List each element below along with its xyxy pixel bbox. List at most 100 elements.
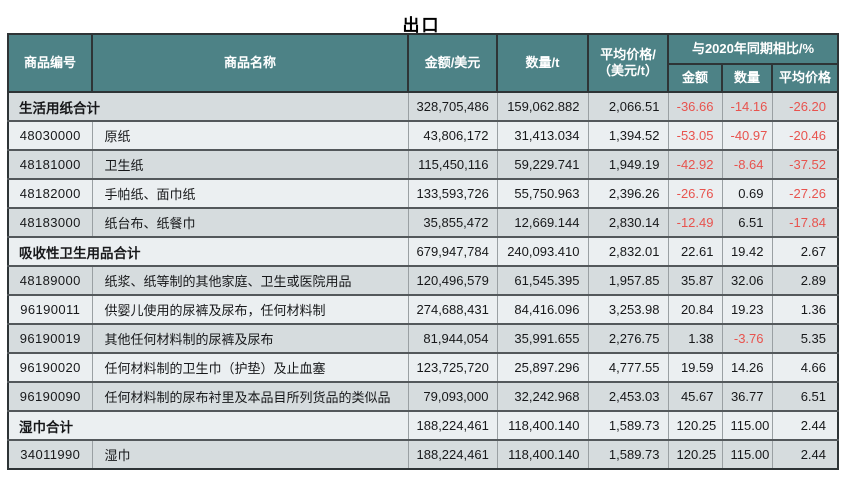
yoy-avg-price-cell: 2.44 bbox=[771, 439, 839, 469]
yoy-avg-price-cell: 2.67 bbox=[771, 236, 839, 266]
yoy-avg-price-cell: -17.84 bbox=[771, 207, 839, 237]
col-header-product-name: 商品名称 bbox=[91, 33, 409, 93]
product-code-cell: 96190019 bbox=[7, 323, 92, 353]
col-header-yoy-quantity: 数量 bbox=[721, 63, 773, 93]
yoy-amount-cell: -53.05 bbox=[667, 120, 722, 150]
yoy-quantity-cell: -8.64 bbox=[721, 149, 772, 179]
amount-cell: 188,224,461 bbox=[407, 410, 497, 440]
quantity-cell: 35,991.655 bbox=[496, 323, 588, 353]
product-name-cell: 纸台布、纸餐巾 bbox=[91, 207, 408, 237]
yoy-amount-cell: -42.92 bbox=[667, 149, 722, 179]
yoy-amount-cell: 120.25 bbox=[667, 410, 722, 440]
col-header-yoy-group: 与2020年同期相比/% bbox=[666, 33, 840, 65]
table-row: 48030000 原纸 43,806,172 31,413.034 1,394.52 -5… bbox=[7, 120, 839, 150]
section-row: 湿巾合计 188,224,461 118,400.140 1,589.73 120.25… bbox=[7, 410, 839, 440]
avg-price-cell: 2,276.75 bbox=[587, 323, 668, 353]
amount-cell: 123,725,720 bbox=[407, 352, 497, 382]
quantity-cell: 25,897.296 bbox=[496, 352, 588, 382]
quantity-cell: 84,416.096 bbox=[496, 294, 588, 324]
amount-cell: 35,855,472 bbox=[407, 207, 497, 237]
quantity-cell: 118,400.140 bbox=[496, 410, 588, 440]
amount-cell: 328,705,486 bbox=[407, 91, 497, 121]
yoy-amount-cell: 22.61 bbox=[667, 236, 722, 266]
avg-price-cell: 1,589.73 bbox=[587, 410, 668, 440]
yoy-avg-price-cell: 2.89 bbox=[771, 265, 839, 295]
quantity-cell: 240,093.410 bbox=[496, 236, 588, 266]
quantity-cell: 118,400.140 bbox=[496, 439, 588, 469]
yoy-amount-cell: 35.87 bbox=[667, 265, 722, 295]
yoy-amount-cell: -26.76 bbox=[667, 178, 722, 208]
table-header: 商品编号 商品名称 金额/美元 数量/t 平均价格/ （美元/t） 与2020年… bbox=[7, 33, 840, 93]
col-header-quantity-t: 数量/t bbox=[496, 33, 589, 93]
yoy-avg-price-cell: 4.66 bbox=[771, 352, 839, 382]
product-code-cell: 34011990 bbox=[7, 439, 92, 469]
quantity-cell: 55,750.963 bbox=[496, 178, 588, 208]
yoy-quantity-cell: 6.51 bbox=[721, 207, 772, 237]
avg-price-cell: 1,589.73 bbox=[587, 439, 668, 469]
col-header-yoy-avg-price: 平均价格 bbox=[770, 63, 840, 93]
product-name-cell: 任何材料制的卫生巾（护垫）及止血塞 bbox=[91, 352, 408, 382]
amount-cell: 81,944,054 bbox=[407, 323, 497, 353]
yoy-amount-cell: -36.66 bbox=[667, 91, 722, 121]
section-row: 生活用纸合计 328,705,486 159,062.882 2,066.51 -36.… bbox=[7, 91, 839, 121]
yoy-avg-price-cell: -37.52 bbox=[771, 149, 839, 179]
product-name-cell: 原纸 bbox=[91, 120, 408, 150]
avg-price-cell: 2,066.51 bbox=[587, 91, 668, 121]
product-code-cell: 96190090 bbox=[7, 381, 92, 411]
product-code-cell: 48181000 bbox=[7, 149, 92, 179]
avg-price-cell: 2,396.26 bbox=[587, 178, 668, 208]
quantity-cell: 12,669.144 bbox=[496, 207, 588, 237]
yoy-quantity-cell: -40.97 bbox=[721, 120, 772, 150]
product-name-cell: 其他任何材料制的尿裤及尿布 bbox=[91, 323, 408, 353]
amount-cell: 274,688,431 bbox=[407, 294, 497, 324]
yoy-amount-cell: 1.38 bbox=[667, 323, 722, 353]
avg-price-cell: 2,830.14 bbox=[587, 207, 668, 237]
quantity-cell: 159,062.882 bbox=[496, 91, 588, 121]
yoy-quantity-cell: 0.69 bbox=[721, 178, 772, 208]
product-code-cell: 96190020 bbox=[7, 352, 92, 382]
avg-price-cell: 1,949.19 bbox=[587, 149, 668, 179]
yoy-amount-cell: 19.59 bbox=[667, 352, 722, 382]
section-label: 生活用纸合计 bbox=[7, 91, 408, 121]
yoy-avg-price-cell: 1.36 bbox=[771, 294, 839, 324]
col-header-product-code: 商品编号 bbox=[7, 33, 93, 93]
avg-price-cell: 2,453.03 bbox=[587, 381, 668, 411]
table-row: 96190020 任何材料制的卫生巾（护垫）及止血塞 123,725,720 25,8… bbox=[7, 352, 839, 382]
avg-price-cell: 4,777.55 bbox=[587, 352, 668, 382]
avg-price-cell: 1,957.85 bbox=[587, 265, 668, 295]
product-code-cell: 96190011 bbox=[7, 294, 92, 324]
yoy-amount-cell: 20.84 bbox=[667, 294, 722, 324]
quantity-cell: 32,242.968 bbox=[496, 381, 588, 411]
yoy-quantity-cell: -3.76 bbox=[721, 323, 772, 353]
yoy-quantity-cell: 36.77 bbox=[721, 381, 772, 411]
table-row: 96190090 任何材料制的尿布衬里及本品目所列货品的类似品 79,093,000… bbox=[7, 381, 839, 411]
yoy-amount-cell: 45.67 bbox=[667, 381, 722, 411]
yoy-quantity-cell: 19.42 bbox=[721, 236, 772, 266]
quantity-cell: 61,545.395 bbox=[496, 265, 588, 295]
yoy-quantity-cell: 115.00 bbox=[721, 410, 772, 440]
quantity-cell: 31,413.034 bbox=[496, 120, 588, 150]
table-row: 96190011 供婴儿使用的尿裤及尿布，任何材料制 274,688,431 84,4… bbox=[7, 294, 839, 324]
table-row: 48189000 纸浆、纸等制的其他家庭、卫生或医院用品 120,496,579 61… bbox=[7, 265, 839, 295]
amount-cell: 43,806,172 bbox=[407, 120, 497, 150]
table-row: 48181000 卫生纸 115,450,116 59,229.741 1,949.19… bbox=[7, 149, 839, 179]
product-name-cell: 卫生纸 bbox=[91, 149, 408, 179]
product-name-cell: 任何材料制的尿布衬里及本品目所列货品的类似品 bbox=[91, 381, 408, 411]
yoy-quantity-cell: 115.00 bbox=[721, 439, 772, 469]
yoy-avg-price-cell: 5.35 bbox=[771, 323, 839, 353]
yoy-amount-cell: 120.25 bbox=[667, 439, 722, 469]
col-header-yoy-amount: 金额 bbox=[667, 63, 723, 93]
yoy-quantity-cell: 19.23 bbox=[721, 294, 772, 324]
amount-cell: 188,224,461 bbox=[407, 439, 497, 469]
table-row: 48183000 纸台布、纸餐巾 35,855,472 12,669.144 2,830… bbox=[7, 207, 839, 237]
amount-cell: 115,450,116 bbox=[407, 149, 497, 179]
product-code-cell: 48183000 bbox=[7, 207, 92, 237]
product-code-cell: 48030000 bbox=[7, 120, 92, 150]
product-code-cell: 48182000 bbox=[7, 178, 92, 208]
amount-cell: 120,496,579 bbox=[407, 265, 497, 295]
yoy-avg-price-cell: -26.20 bbox=[771, 91, 839, 121]
table-row: 48182000 手帕纸、面巾纸 133,593,726 55,750.963 2,39… bbox=[7, 178, 839, 208]
avg-price-cell: 2,832.01 bbox=[587, 236, 668, 266]
amount-cell: 79,093,000 bbox=[407, 381, 497, 411]
amount-cell: 679,947,784 bbox=[407, 236, 497, 266]
